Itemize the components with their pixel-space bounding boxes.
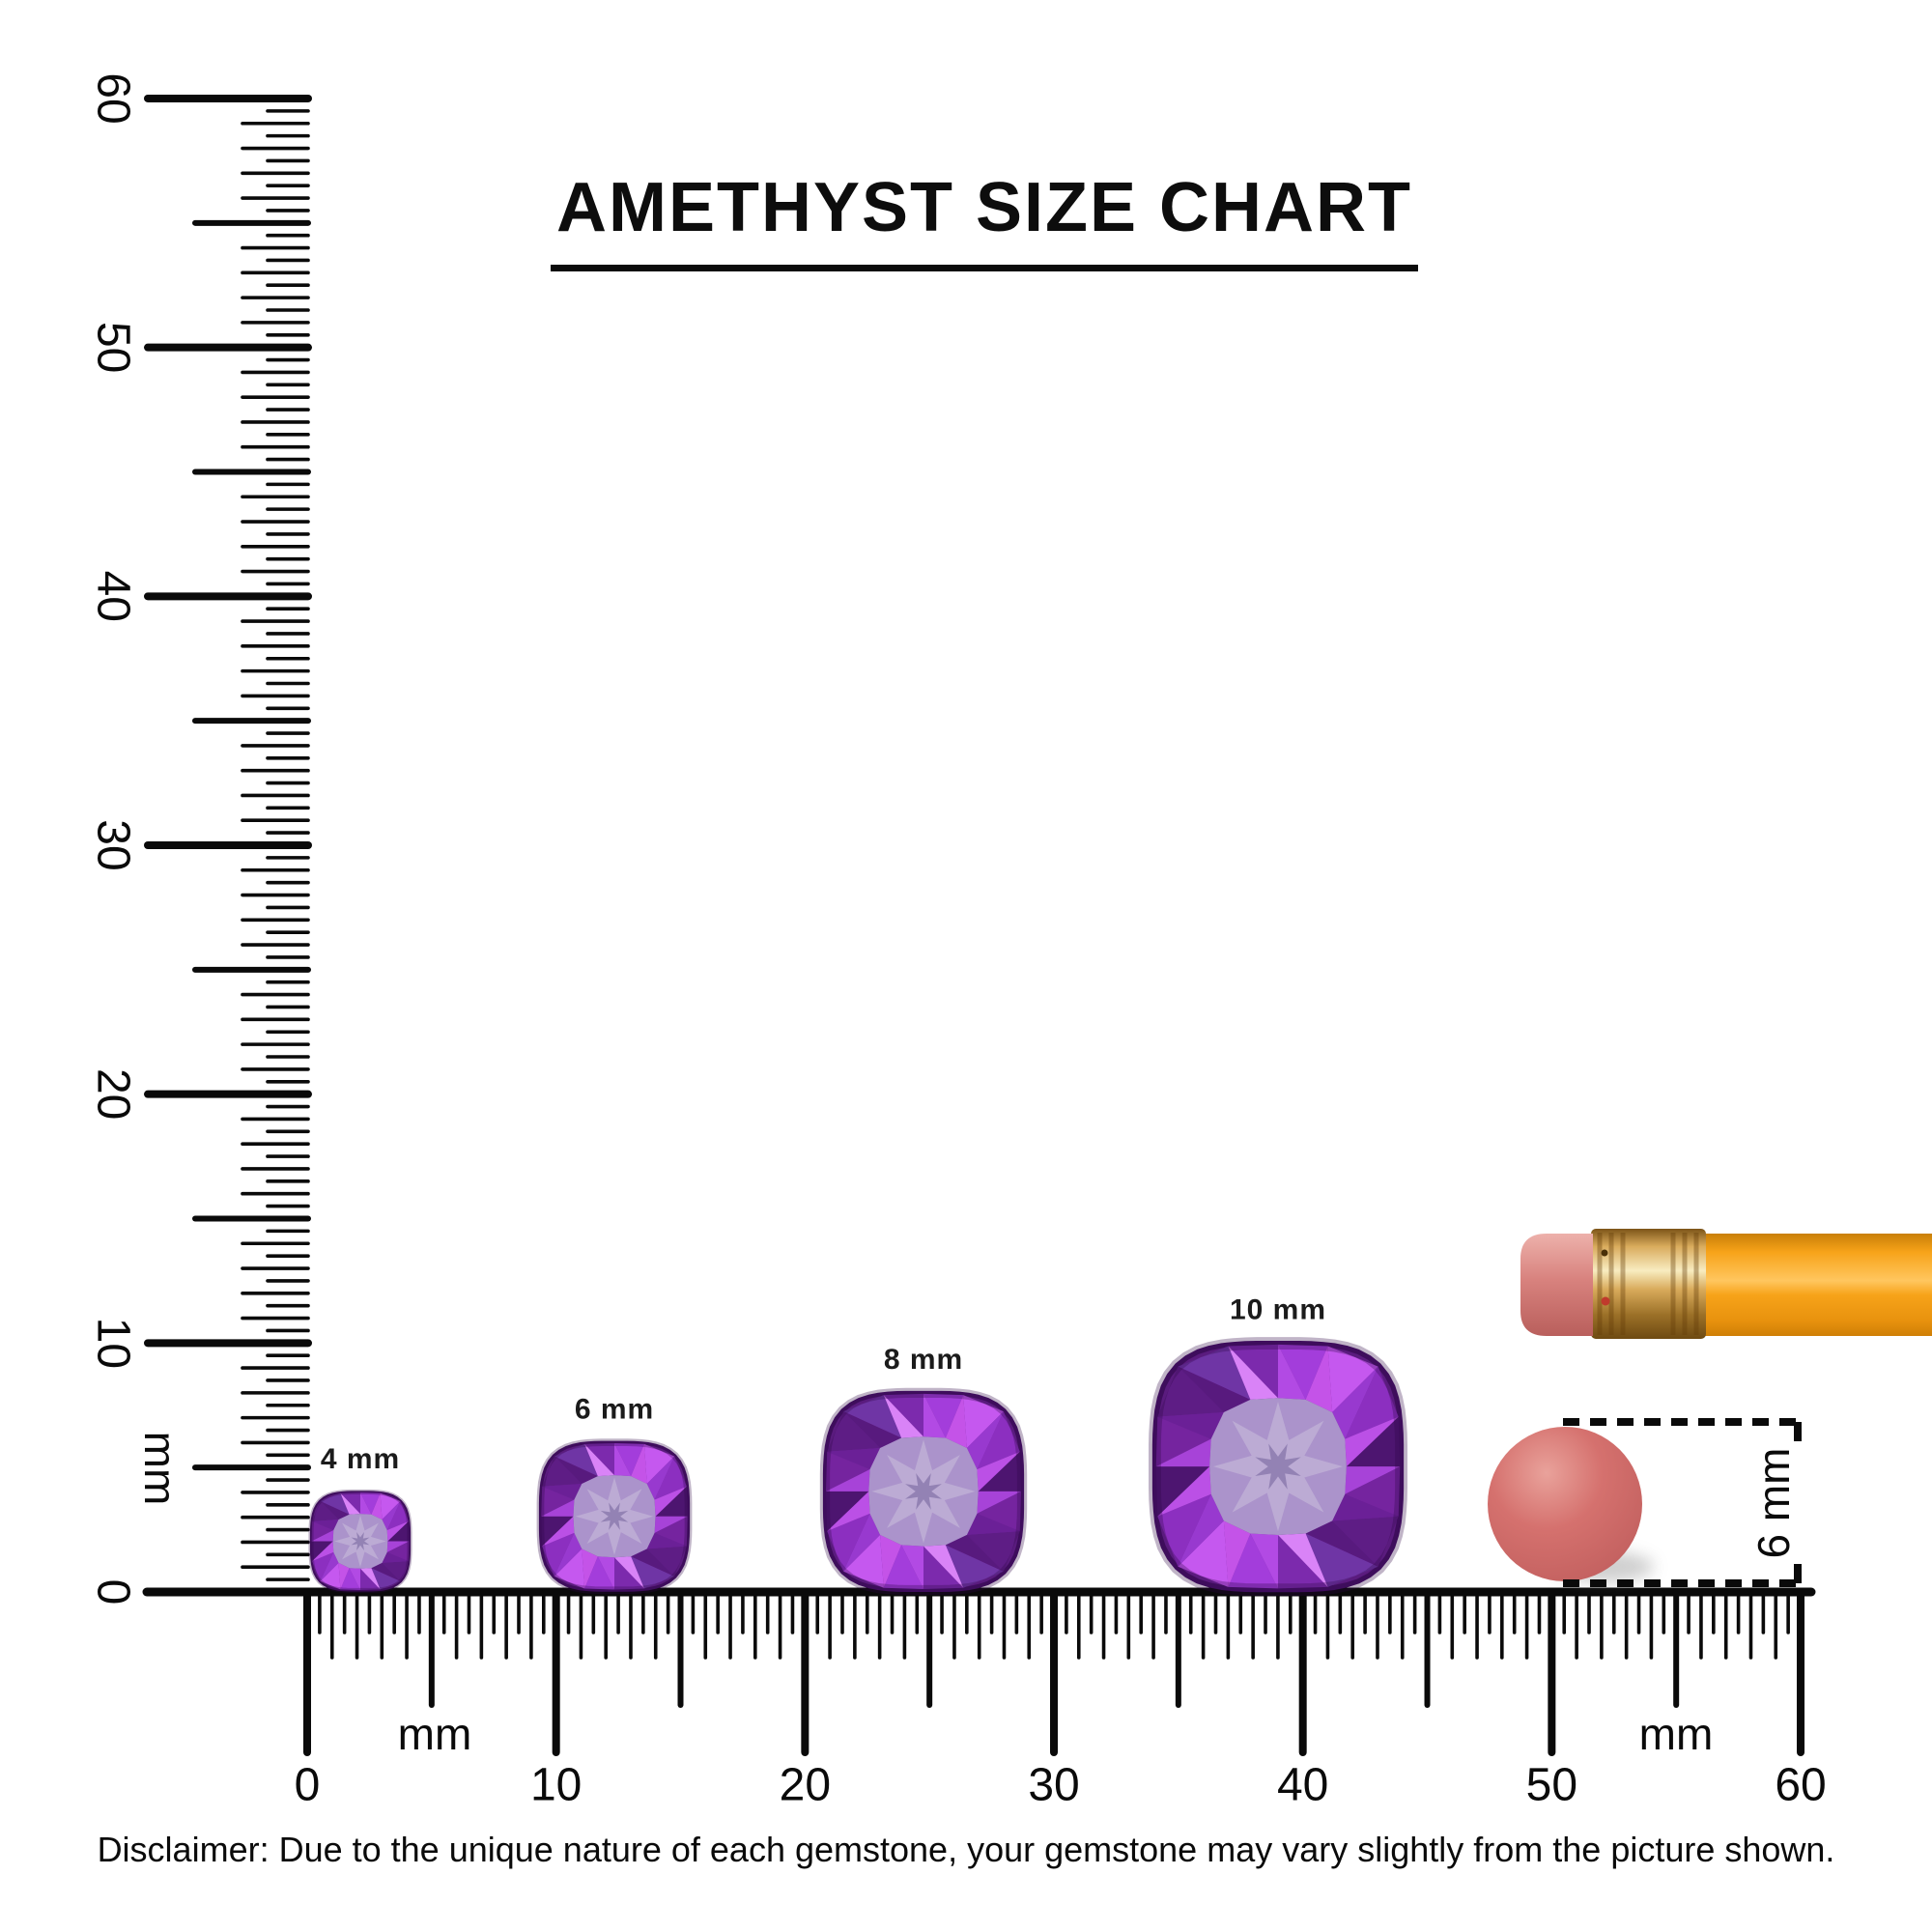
vertical-ruler-number: 10 <box>88 1318 139 1369</box>
vertical-ruler-number: 40 <box>88 571 139 622</box>
pencil <box>1520 1229 1932 1339</box>
vertical-ruler-number: 60 <box>87 72 138 124</box>
disc-shape <box>1488 1427 1642 1581</box>
horizontal-ruler-number: 30 <box>1028 1760 1079 1811</box>
horizontal-ruler-number: 60 <box>1775 1760 1826 1811</box>
vertical-ruler-number: 30 <box>88 819 139 870</box>
ferrule-dot <box>1601 1249 1608 1257</box>
horizontal-ruler: 0 10 20 30 40 50 60 mm mm <box>142 1587 1827 1811</box>
pencil-body <box>1704 1234 1932 1336</box>
annotation-size-label: 6 mm <box>1748 1448 1799 1559</box>
horizontal-ruler-number: 50 <box>1526 1760 1577 1811</box>
vertical-ruler-number: 50 <box>88 322 139 373</box>
vertical-ruler-number: 0 <box>88 1579 139 1605</box>
gem-size-label: 6 mm <box>575 1393 654 1425</box>
size-annotation: 6 mm <box>1563 1418 1802 1587</box>
disclaimer-text: Disclaimer: Due to the unique nature of … <box>97 1830 1835 1869</box>
amethyst-gem <box>819 1387 1028 1596</box>
gem-size-label: 8 mm <box>884 1344 963 1376</box>
vertical-ruler-number: 20 <box>88 1068 139 1120</box>
horizontal-ruler-number: 40 <box>1277 1760 1328 1811</box>
page-title: AMETHYST SIZE CHART <box>550 168 1419 272</box>
gem-size-label: 10 mm <box>1230 1293 1326 1325</box>
vertical-ruler-unit: mm <box>135 1432 185 1506</box>
pencil-eraser <box>1520 1234 1593 1336</box>
horizontal-ruler-unit: mm <box>1639 1709 1714 1759</box>
vertical-ruler: 0 10 20 30 40 50 60 mm <box>87 72 312 1605</box>
amethyst-gem <box>536 1438 693 1595</box>
amethyst-gem <box>308 1489 412 1594</box>
gem-size-label: 4 mm <box>321 1443 400 1475</box>
horizontal-ruler-unit: mm <box>398 1709 472 1759</box>
ferrule-rivet <box>1601 1296 1610 1306</box>
pencil-ferrule <box>1591 1229 1706 1339</box>
horizontal-ruler-number: 0 <box>295 1760 321 1811</box>
horizontal-ruler-number: 10 <box>530 1760 582 1811</box>
horizontal-ruler-number: 20 <box>780 1760 831 1811</box>
amethyst-gem <box>1149 1337 1407 1597</box>
eraser-disc <box>1488 1427 1654 1582</box>
